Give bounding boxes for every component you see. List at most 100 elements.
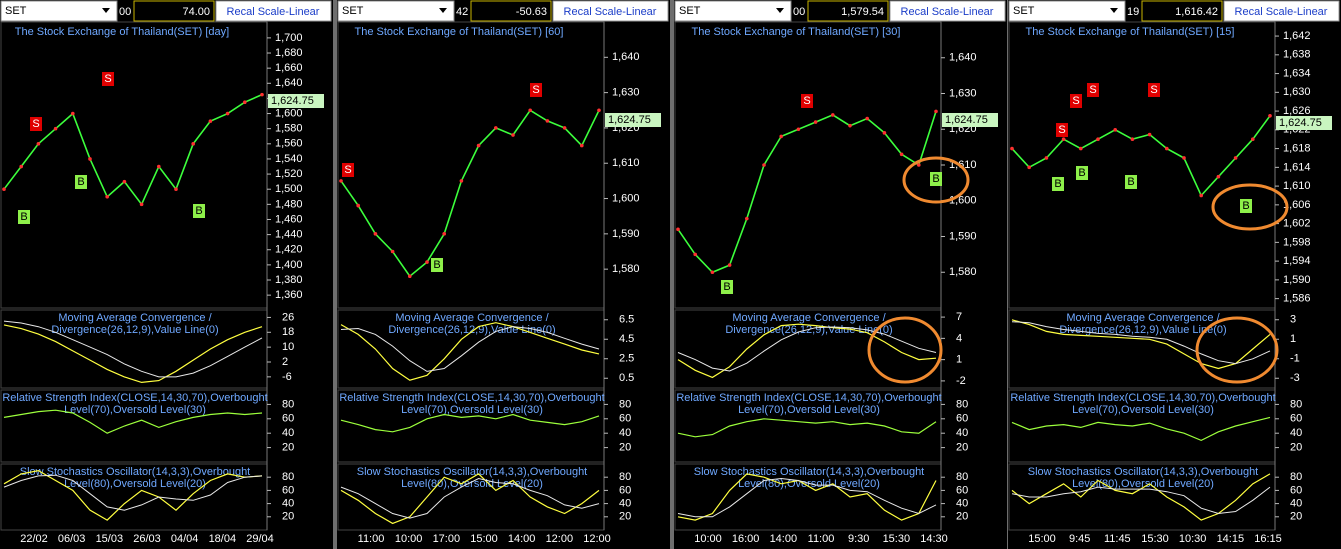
- price-point: [1010, 146, 1014, 151]
- y-tick-label: 1,600: [275, 107, 303, 119]
- price-point: [122, 179, 127, 184]
- signal-label: S: [1150, 84, 1157, 96]
- y-tick-label: 1,642: [1283, 30, 1311, 42]
- indicator-title: Level(80),Oversold Level(20): [1072, 478, 1214, 490]
- price-point: [1233, 156, 1238, 160]
- chart-title: The Stock Exchange of Thailand(SET) [day…: [15, 26, 229, 38]
- scale-button-label[interactable]: Recal Scale-Linear: [901, 6, 994, 18]
- y-tick-label: 40: [619, 498, 631, 510]
- scale-button[interactable]: [215, 0, 332, 22]
- signal-box: [1052, 177, 1064, 191]
- x-tick-label: 11:00: [808, 533, 835, 545]
- signal-box: [18, 210, 30, 224]
- dropdown-arrow[interactable]: [1110, 8, 1118, 13]
- chart-panel: SET 00 74.00 Recal Scale-Linear The Stock Ex…: [0, 0, 333, 549]
- y-tick-label: 1,590: [1283, 274, 1311, 286]
- price-point: [191, 142, 195, 146]
- symbol-select[interactable]: [1008, 0, 1126, 22]
- scale-button-label[interactable]: Recal Scale-Linear: [227, 6, 320, 18]
- symbol-select[interactable]: [0, 0, 118, 22]
- signal-box: [1087, 83, 1099, 97]
- price-point: [1130, 137, 1135, 142]
- last-price-box: [268, 94, 324, 108]
- signal-label: B: [723, 281, 730, 293]
- price-line: [3, 93, 263, 206]
- y-tick-label: 60: [1290, 484, 1302, 496]
- y-tick-label: 1,660: [275, 62, 303, 74]
- highlight-ring: [902, 156, 970, 204]
- signal-label: B: [20, 211, 27, 223]
- scale-button-label[interactable]: Recal Scale-Linear: [564, 6, 657, 18]
- price-point: [2, 187, 6, 192]
- y-tick-label: 60: [956, 413, 968, 425]
- indicator-title: Divergence(26,12,9),Value Line(0): [1059, 324, 1226, 336]
- y-tick-label: 1,630: [612, 87, 640, 99]
- x-tick-label: 12:00: [546, 533, 574, 545]
- price-point: [710, 270, 715, 275]
- stoch-signal-line: [340, 477, 600, 519]
- price-line: [1011, 115, 1271, 197]
- indicator-title: Moving Average Convergence /: [58, 312, 212, 324]
- signal-box: [342, 163, 354, 177]
- indicator-title: Level(70),Oversold Level(30): [401, 404, 543, 416]
- value-box: [470, 0, 552, 22]
- symbol-select[interactable]: [674, 0, 792, 22]
- price-point: [88, 157, 92, 161]
- signal-box: [75, 175, 87, 189]
- x-tick-label: 10:00: [395, 533, 423, 545]
- indicator-title: Relative Strength Index(CLOSE,14,30,70),…: [339, 392, 604, 404]
- indicator-title: Moving Average Convergence /: [395, 312, 549, 324]
- price-point: [1113, 128, 1117, 132]
- price-point: [174, 187, 178, 192]
- y-tick-label: 1,600: [949, 195, 977, 207]
- y-tick-label: 20: [956, 442, 968, 454]
- price-point: [19, 164, 24, 169]
- price-point: [745, 216, 749, 221]
- y-tick-label: 1,594: [1283, 255, 1311, 267]
- price-point: [934, 109, 938, 114]
- symbol-select[interactable]: [337, 0, 455, 22]
- x-tick-label: 10:30: [1179, 533, 1207, 545]
- price-point: [53, 126, 58, 131]
- symbol-text: SET: [5, 5, 27, 17]
- price-point: [1182, 156, 1186, 160]
- scale-button-label[interactable]: Recal Scale-Linear: [1235, 6, 1328, 18]
- dropdown-arrow[interactable]: [776, 8, 784, 13]
- y-tick-label: 1,630: [949, 87, 977, 99]
- macd-signal-line: [677, 326, 937, 372]
- price-point: [1044, 156, 1049, 160]
- signal-box: [1070, 94, 1082, 108]
- y-tick-label: 40: [619, 427, 631, 439]
- signal-box: [102, 72, 114, 86]
- price-point: [373, 232, 378, 236]
- price-point: [882, 131, 887, 135]
- price-point: [1216, 174, 1221, 179]
- y-tick-label: 1,400: [275, 259, 303, 271]
- price-point: [1199, 193, 1203, 198]
- scale-button[interactable]: [552, 0, 669, 22]
- panel-bg: [674, 0, 1007, 549]
- dropdown-arrow[interactable]: [102, 8, 110, 13]
- price-point: [562, 126, 567, 130]
- y-tick-label: 1: [956, 354, 962, 366]
- indicator-title: Slow Stochastics Oscillator(14,3,3),Over…: [1028, 466, 1259, 478]
- signal-label: S: [344, 164, 351, 176]
- signal-box: [431, 258, 443, 272]
- price-point: [1027, 165, 1031, 170]
- dropdown-arrow[interactable]: [439, 8, 447, 13]
- scale-button[interactable]: [889, 0, 1006, 22]
- x-tick-label: 12:00: [583, 533, 611, 545]
- y-tick-label: 40: [1290, 498, 1302, 510]
- value-text: 74.00: [182, 6, 210, 18]
- price-point: [597, 108, 601, 113]
- macd-signal-line: [3, 320, 263, 378]
- y-tick-label: 1,540: [275, 153, 303, 165]
- macd-line: [340, 322, 600, 381]
- y-tick-label: 20: [956, 511, 968, 523]
- y-tick-label: 60: [1290, 413, 1302, 425]
- y-tick-label: 10: [282, 341, 294, 353]
- price-point: [208, 119, 213, 123]
- y-tick-label: 1,638: [1283, 49, 1311, 61]
- scale-button[interactable]: [1223, 0, 1340, 22]
